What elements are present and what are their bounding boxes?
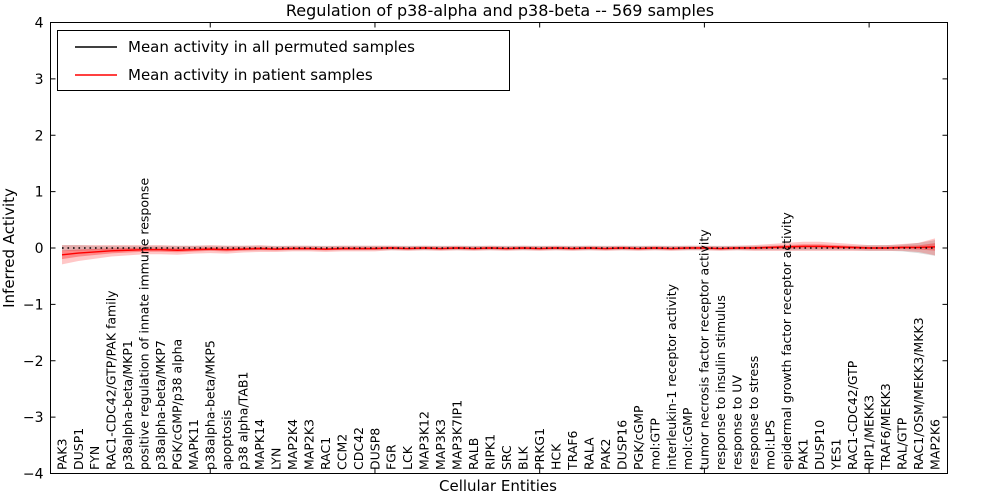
- category-label: MAP2K6: [927, 419, 942, 470]
- category-label: p38alpha-beta/MKP1: [120, 340, 135, 470]
- category-label: mol:LPS: [763, 420, 778, 470]
- y-tick-label: −1: [23, 297, 44, 313]
- y-tick-label: −4: [23, 467, 44, 483]
- category-label: interleukin-1 receptor activity: [664, 283, 679, 470]
- category-label: DUSP1: [71, 428, 86, 470]
- category-label: CCM2: [334, 434, 349, 470]
- category-label: tumor necrosis factor receptor activity: [697, 229, 712, 470]
- y-tick-label: 4: [35, 16, 44, 32]
- category-label: HCK: [548, 443, 563, 470]
- category-label: PGK/cGMP/p38 alpha: [170, 339, 185, 470]
- y-tick-label: 3: [35, 72, 44, 88]
- category-label: PRKG1: [532, 428, 547, 470]
- category-label: RALB: [466, 438, 481, 470]
- category-label: mol:GTP: [647, 418, 662, 470]
- band-patient-outer: [62, 238, 935, 265]
- category-label: PAK2: [598, 439, 613, 470]
- category-label: DUSP16: [614, 420, 629, 470]
- category-label: response to insulin stimulus: [713, 295, 728, 470]
- category-label: response to stress: [746, 356, 761, 470]
- category-label: MAP2K4: [285, 419, 300, 470]
- category-label: p38alpha-beta/MKP5: [203, 340, 218, 470]
- category-label: MAP3K12: [417, 411, 432, 470]
- category-label: positive regulation of innate immune res…: [137, 178, 152, 470]
- category-label: MAP3K3: [433, 419, 448, 470]
- category-label: response to UV: [730, 375, 745, 470]
- category-label: MAP2K3: [301, 419, 316, 470]
- y-tick-label: −2: [23, 354, 44, 370]
- category-label: p38alpha-beta/MKP7: [153, 340, 168, 470]
- legend: Mean activity in all permuted samples Me…: [57, 30, 510, 91]
- band-patient-inner: [62, 243, 935, 260]
- category-label: RIPK1: [483, 434, 498, 470]
- category-label: TRAF6/MEKK3: [878, 383, 893, 471]
- category-label: apoptosis: [219, 410, 234, 470]
- category-label: CDC42: [351, 427, 366, 470]
- y-axis-title: Inferred Activity: [0, 188, 18, 308]
- category-label: RAC1-CDC42/GTP/PAK family: [104, 290, 119, 470]
- category-label: SRC: [499, 445, 514, 470]
- legend-box: [57, 30, 510, 91]
- category-label: RALA: [581, 437, 596, 470]
- category-label: PGK/cGMP: [631, 405, 646, 470]
- category-label: PAK1: [796, 439, 811, 470]
- category-label: epidermal growth factor receptor activit…: [779, 212, 794, 470]
- category-label: MAP3K7IP1: [450, 400, 465, 470]
- series-line-patient: [61, 245, 936, 256]
- y-tick-label: −3: [23, 410, 44, 426]
- category-label: MAPK11: [186, 419, 201, 470]
- y-tick-label: 2: [35, 128, 44, 144]
- category-label: DUSP8: [367, 428, 382, 470]
- category-label: p38 alpha/TAB1: [235, 372, 250, 470]
- category-label: RAL/GTP: [894, 417, 909, 470]
- category-label: RIP1/MEKK3: [861, 395, 876, 470]
- category-label: mol:cGMP: [680, 407, 695, 470]
- y-tick-label: 0: [35, 241, 44, 257]
- category-label: FYN: [87, 446, 102, 470]
- category-label: DUSP10: [812, 420, 827, 470]
- category-label: BLK: [516, 445, 531, 470]
- category-label: YES1: [828, 439, 843, 471]
- category-label: RAC1-CDC42/GTP: [845, 360, 860, 470]
- category-label: MAPK14: [252, 419, 267, 470]
- legend-label-permuted: Mean activity in all permuted samples: [128, 38, 415, 56]
- category-label: RAC1: [318, 437, 333, 470]
- chart-title: Regulation of p38-alpha and p38-beta -- …: [286, 1, 714, 20]
- category-label: RAC1/OSM/MEKK3/MKK3: [911, 317, 926, 470]
- category-label: LCK: [400, 445, 415, 470]
- x-axis-title: Cellular Entities: [439, 477, 557, 495]
- category-label: PAK3: [54, 439, 69, 470]
- category-label: LYN: [268, 448, 283, 470]
- legend-label-patient: Mean activity in patient samples: [128, 66, 373, 84]
- plot-layer: −4 −3 −2 −1 0 1 2 3 4 PAK3 DUSP1 FYN RAC1-CDC42/GTP/…: [23, 16, 948, 483]
- category-label: FGR: [384, 444, 399, 470]
- category-label: TRAF6: [565, 430, 580, 471]
- y-tick-label: 1: [35, 185, 44, 201]
